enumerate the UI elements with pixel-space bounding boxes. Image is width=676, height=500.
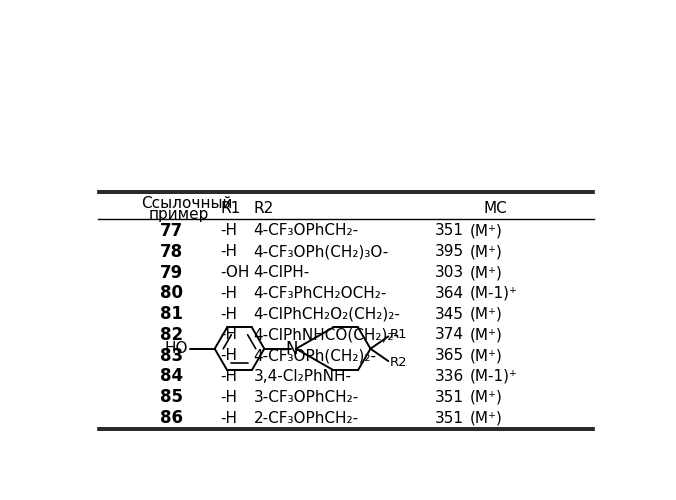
Text: 2-CF₃OPhCH₂-: 2-CF₃OPhCH₂- — [254, 410, 358, 426]
Text: 77: 77 — [160, 222, 183, 240]
Text: 4-ClPhNHCO(CH₂)₂-: 4-ClPhNHCO(CH₂)₂- — [254, 328, 400, 342]
Text: 82: 82 — [160, 326, 183, 344]
Text: R1: R1 — [390, 328, 408, 342]
Text: 4-ClPH-: 4-ClPH- — [254, 265, 310, 280]
Text: 351: 351 — [435, 224, 464, 238]
Text: 84: 84 — [160, 368, 183, 386]
Text: 79: 79 — [160, 264, 183, 281]
Text: (M⁺): (M⁺) — [470, 328, 502, 342]
Text: R1: R1 — [220, 201, 241, 216]
Text: R2: R2 — [390, 356, 408, 369]
Text: 303: 303 — [435, 265, 464, 280]
Text: -H: -H — [220, 369, 237, 384]
Text: (M-1)⁺: (M-1)⁺ — [470, 286, 518, 301]
Text: -H: -H — [220, 306, 237, 322]
Text: (M-1)⁺: (M-1)⁺ — [470, 369, 518, 384]
Text: -H: -H — [220, 328, 237, 342]
Text: 4-ClPhCH₂O₂(CH₂)₂-: 4-ClPhCH₂O₂(CH₂)₂- — [254, 306, 400, 322]
Text: 86: 86 — [160, 409, 183, 427]
Text: 351: 351 — [435, 390, 464, 405]
Text: -H: -H — [220, 390, 237, 405]
Text: (M⁺): (M⁺) — [470, 265, 502, 280]
Text: N: N — [285, 340, 297, 358]
Text: 78: 78 — [160, 242, 183, 260]
Text: 345: 345 — [435, 306, 464, 322]
Text: -H: -H — [220, 244, 237, 259]
Text: -H: -H — [220, 410, 237, 426]
Text: 336: 336 — [435, 369, 464, 384]
Text: пример: пример — [149, 208, 209, 222]
Text: Ссылочный: Ссылочный — [141, 196, 233, 210]
Text: 85: 85 — [160, 388, 183, 406]
Text: 364: 364 — [435, 286, 464, 301]
Text: 395: 395 — [435, 244, 464, 259]
Text: 374: 374 — [435, 328, 464, 342]
Text: (M⁺): (M⁺) — [470, 390, 502, 405]
Text: 4-CF₃PhCH₂OCH₂-: 4-CF₃PhCH₂OCH₂- — [254, 286, 387, 301]
Text: (M⁺): (M⁺) — [470, 244, 502, 259]
Text: (M⁺): (M⁺) — [470, 224, 502, 238]
Text: -H: -H — [220, 224, 237, 238]
Text: (M⁺): (M⁺) — [470, 306, 502, 322]
Text: МС: МС — [483, 201, 507, 216]
Text: 3-CF₃OPhCH₂-: 3-CF₃OPhCH₂- — [254, 390, 359, 405]
Text: 83: 83 — [160, 346, 183, 364]
Text: 351: 351 — [435, 410, 464, 426]
Text: R2: R2 — [254, 201, 274, 216]
Text: -H: -H — [220, 286, 237, 301]
Text: 4-CF₃OPh(CH₂)₂-: 4-CF₃OPh(CH₂)₂- — [254, 348, 377, 363]
Text: -H: -H — [220, 348, 237, 363]
Text: -OH: -OH — [220, 265, 249, 280]
Text: 4-CF₃OPhCH₂-: 4-CF₃OPhCH₂- — [254, 224, 358, 238]
Text: (M⁺): (M⁺) — [470, 348, 502, 363]
Text: (M⁺): (M⁺) — [470, 410, 502, 426]
Text: 81: 81 — [160, 305, 183, 323]
Text: 365: 365 — [435, 348, 464, 363]
Text: HO: HO — [164, 341, 187, 356]
Text: 80: 80 — [160, 284, 183, 302]
Text: 4-CF₃OPh(CH₂)₃O-: 4-CF₃OPh(CH₂)₃O- — [254, 244, 389, 259]
Text: 3,4-Cl₂PhNH-: 3,4-Cl₂PhNH- — [254, 369, 352, 384]
